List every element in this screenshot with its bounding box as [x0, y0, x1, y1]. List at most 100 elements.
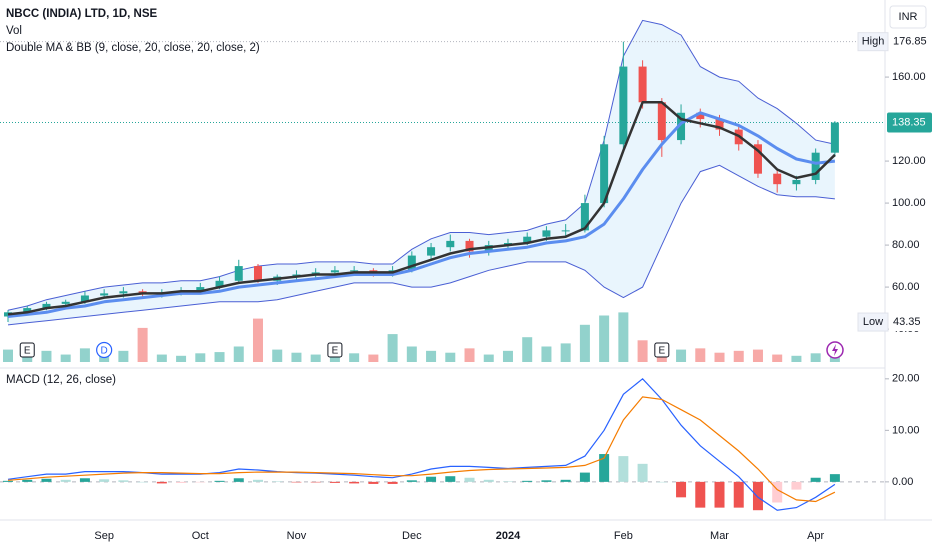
event-badge [654, 342, 670, 358]
candle-body [600, 144, 609, 204]
bollinger-fill [8, 20, 835, 325]
histogram-bar [368, 481, 379, 484]
candle-body [638, 66, 647, 103]
candle-body [619, 66, 628, 145]
indicator-label: Double MA & BB (9, close, 20, close, 20,… [6, 42, 260, 54]
histogram-bar [752, 481, 763, 511]
histogram-bar [291, 481, 302, 483]
candle-body [753, 144, 762, 174]
volume-bar [60, 354, 71, 362]
marker-value-box [889, 32, 932, 51]
candle-body [677, 112, 686, 141]
volume-bar [676, 349, 687, 362]
candle-body [23, 308, 32, 313]
volume-bar [291, 352, 302, 362]
bollinger-lower [7, 164, 835, 326]
volume-bar [176, 355, 187, 362]
last-price-label: 138.35 [892, 116, 926, 128]
volume-bar [252, 318, 263, 362]
volume-bar [714, 352, 725, 362]
candle-body [80, 295, 89, 302]
histogram-bar [791, 481, 802, 490]
volume-bar [522, 337, 533, 362]
event-label: E [658, 346, 665, 357]
marker-label: Low [863, 316, 883, 328]
x-tick-label: Apr [807, 530, 824, 542]
symbol-title: NBCC (INDIA) LTD, 1D, NSE [6, 8, 158, 20]
y-tick-label: 80.00 [892, 239, 920, 251]
candle-body [215, 280, 224, 288]
histogram-bar [502, 481, 513, 482]
candle-body [119, 291, 128, 294]
histogram-bar [3, 480, 13, 482]
histogram-bar [695, 481, 706, 508]
candle-body [696, 112, 705, 120]
y-tick-label: 100.00 [892, 197, 926, 209]
macd-line [7, 396, 836, 503]
histogram-bar [772, 481, 783, 503]
histogram-bar [560, 479, 571, 482]
volume-bar [502, 350, 513, 362]
volume-bar [329, 355, 340, 362]
volume-bar [599, 315, 610, 362]
moving-average [7, 111, 836, 318]
histogram-bar [79, 478, 90, 482]
histogram-bar [195, 481, 206, 483]
volume-bar [483, 354, 494, 362]
bollinger-upper [7, 19, 836, 311]
histogram-bar [156, 481, 167, 484]
volume-bar [349, 353, 360, 362]
candle-body [580, 203, 589, 231]
volume-bar [195, 353, 206, 362]
histogram-bar [464, 477, 475, 482]
histogram-bar [60, 479, 71, 482]
volume-bar [214, 352, 225, 362]
volume-bar [118, 350, 129, 362]
event-badge [327, 342, 343, 358]
event-label: E [24, 346, 31, 357]
histogram-bar [214, 480, 225, 482]
candle-body [253, 266, 262, 281]
currency-button[interactable] [889, 5, 927, 29]
volume-bar [810, 353, 821, 362]
event-label: E [332, 346, 339, 357]
macd-title: MACD (12, 26, close) [6, 374, 116, 386]
volume-bar [560, 343, 571, 362]
volume-bar [579, 324, 590, 362]
volume-bar [387, 334, 398, 362]
y-tick-label: 0.00 [892, 476, 913, 488]
marker-label: High [862, 36, 885, 48]
marker-label-box [857, 312, 889, 332]
volume-bar [772, 354, 783, 362]
candle-body [773, 173, 782, 185]
histogram-bar [99, 479, 110, 482]
flash-glyph [832, 344, 838, 356]
candle-body [407, 255, 416, 271]
volume-bar [695, 348, 706, 362]
event-label: D [101, 346, 108, 357]
volume-bar [310, 354, 321, 362]
histogram-bar [676, 481, 687, 498]
volume-bar [79, 348, 90, 362]
volume-bar [368, 354, 379, 362]
histogram-bar [829, 474, 840, 482]
histogram-bar [233, 478, 244, 482]
histogram-bar [22, 479, 33, 482]
volume-bar [137, 327, 148, 362]
volume-bar [637, 340, 648, 362]
candle-body [234, 266, 243, 281]
candle-body [196, 287, 205, 292]
volume-bar [733, 350, 744, 362]
candle-body [465, 240, 474, 252]
volume-label: Vol [6, 25, 22, 37]
histogram-bar [252, 479, 263, 482]
marker-label-box [857, 32, 889, 52]
event-badge [19, 342, 35, 358]
candle-body [792, 179, 801, 185]
histogram-bar [329, 481, 340, 483]
histogram-bar [733, 481, 744, 508]
histogram-bar [445, 476, 456, 482]
candle-body [811, 152, 820, 180]
currency[interactable]: INR [899, 11, 918, 23]
